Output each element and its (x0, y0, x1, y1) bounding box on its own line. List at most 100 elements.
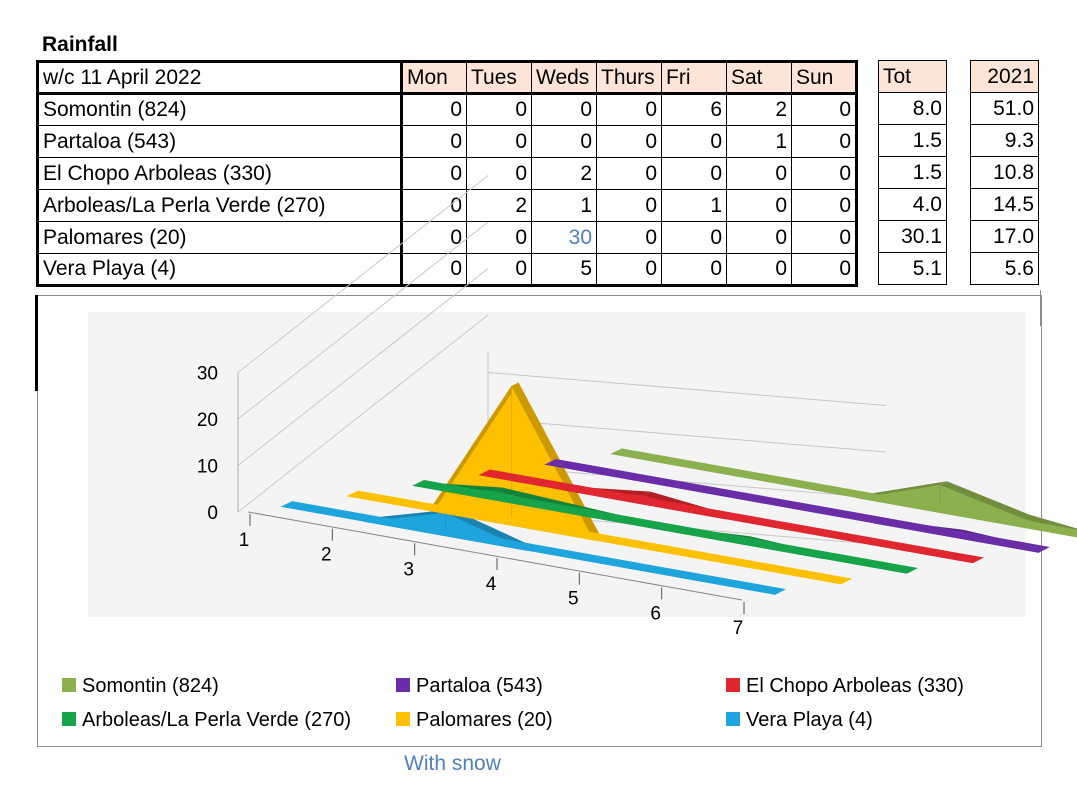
legend-swatch (726, 711, 740, 726)
station-name: Palomares (20) (37, 221, 403, 254)
rain-value: 0 (661, 125, 727, 158)
series-band (478, 469, 984, 564)
station-name: Arboleas/La Perla Verde (270) (37, 189, 403, 222)
day-header: Tues (466, 61, 532, 95)
area-ribbon (939, 481, 1030, 519)
legend-label: Palomares (20) (416, 709, 553, 731)
rain-value: 0 (791, 189, 857, 222)
series-band (346, 490, 853, 585)
legend-item: Palomares (20) (396, 709, 553, 732)
legend-label: Arboleas/La Perla Verde (270) (82, 709, 352, 731)
rain-value: 0 (791, 125, 857, 158)
rain-value: 0 (661, 253, 727, 286)
area-ribbon (857, 481, 947, 499)
station-name: Partaloa (543) (37, 125, 403, 158)
prev-year-value: 51.0 (970, 92, 1039, 125)
legend-label: Somontin (824) (82, 675, 219, 697)
legend-swatch (726, 677, 740, 692)
day-header: Sat (726, 61, 792, 95)
legend-label: Vera Playa (4) (746, 709, 873, 731)
prev-year-value: 17.0 (970, 220, 1039, 253)
day-header: Sun (791, 61, 857, 95)
total-value: 30.1 (878, 220, 947, 253)
rain-value: 0 (726, 189, 792, 222)
x-tick-label: 7 (733, 618, 744, 639)
prev-year-table: 2021 51.0 9.3 10.8 14.5 17.0 5.6 (970, 60, 1039, 285)
area-ribbon (429, 382, 519, 511)
rain-value: 5 (531, 253, 597, 286)
rain-value: 0 (791, 93, 857, 126)
week-label: w/c 11 April 2022 (37, 61, 403, 95)
gridline (237, 175, 489, 373)
total-value: 1.5 (878, 124, 947, 157)
rainfall-table: w/c 11 April 2022 Mon Tues Weds Thurs Fr… (36, 60, 858, 287)
rain-value: 0 (596, 221, 662, 254)
rain-value: 0 (466, 125, 532, 158)
series-band (280, 501, 787, 595)
rain-value: 0 (596, 93, 662, 126)
legend-swatch (62, 677, 76, 692)
rain-value: 0 (401, 221, 467, 254)
rain-value: 0 (726, 221, 792, 254)
table-row: Palomares (20) 0 0 30 0 0 0 0 (37, 221, 857, 254)
rain-value-snow: 30 (531, 221, 597, 254)
rain-value: 0 (596, 253, 662, 286)
rain-value: 0 (401, 253, 467, 286)
legend-swatch (396, 677, 410, 692)
gridline (237, 268, 489, 466)
legend-item: Partaloa (543) (396, 675, 543, 698)
series-band (412, 480, 919, 574)
total-header: Tot (878, 60, 947, 93)
day-header: Fri (661, 61, 727, 95)
frame-edge (1040, 290, 1041, 326)
gridline (237, 221, 489, 420)
legend-label: Partaloa (543) (416, 675, 543, 697)
total-value: 5.1 (878, 252, 947, 285)
gridline (237, 314, 489, 513)
station-name: El Chopo Arboleas (330) (37, 157, 403, 190)
prev-year-value: 5.6 (970, 252, 1039, 285)
rain-value: 0 (401, 125, 467, 158)
table-border-extension (35, 295, 38, 391)
rain-value: 0 (726, 157, 792, 190)
x-tick-label: 5 (568, 589, 579, 610)
x-tick-label: 4 (486, 574, 497, 595)
area-ribbon (445, 509, 535, 551)
series-band (544, 458, 1050, 553)
station-name: Somontin (824) (37, 93, 403, 126)
total-value: 4.0 (878, 188, 947, 221)
x-tick-label: 3 (403, 559, 414, 580)
rain-value: 0 (466, 221, 532, 254)
legend-label: El Chopo Arboleas (330) (746, 675, 964, 697)
table-row: Vera Playa (4) 0 0 5 0 0 0 0 (37, 253, 857, 286)
series-band (610, 448, 1077, 538)
x-tick-label: 6 (650, 603, 661, 624)
x-tick-label: 1 (239, 530, 250, 551)
table-row: Arboleas/La Perla Verde (270) 0 2 1 0 1 … (37, 189, 857, 222)
day-header: Thurs (596, 61, 662, 95)
rain-value: 0 (726, 253, 792, 286)
y-tick-label: 20 (197, 410, 218, 431)
legend-item: Arboleas/La Perla Verde (270) (62, 709, 351, 732)
gridline (487, 418, 887, 453)
y-tick-label: 0 (207, 503, 218, 524)
prev-year-value: 10.8 (970, 156, 1039, 189)
x-tick-label: 2 (321, 545, 332, 566)
prev-year-value: 9.3 (970, 124, 1039, 157)
gridline (487, 372, 887, 406)
prev-year-header: 2021 (970, 60, 1039, 93)
total-table: Tot 8.0 1.5 1.5 4.0 30.1 5.1 (878, 60, 947, 285)
rain-value: 0 (791, 253, 857, 286)
rain-value: 0 (401, 189, 467, 222)
y-tick-label: 10 (197, 457, 218, 478)
table-row: El Chopo Arboleas (330) 0 0 2 0 0 0 0 (37, 157, 857, 190)
prev-year-value: 14.5 (970, 188, 1039, 221)
station-name: Vera Playa (4) (37, 253, 403, 286)
rain-value: 1 (531, 189, 597, 222)
legend-item: Somontin (824) (62, 675, 219, 698)
rain-value: 0 (791, 221, 857, 254)
x-axis-line (247, 511, 743, 601)
rain-value: 0 (466, 253, 532, 286)
rain-value: 0 (596, 189, 662, 222)
